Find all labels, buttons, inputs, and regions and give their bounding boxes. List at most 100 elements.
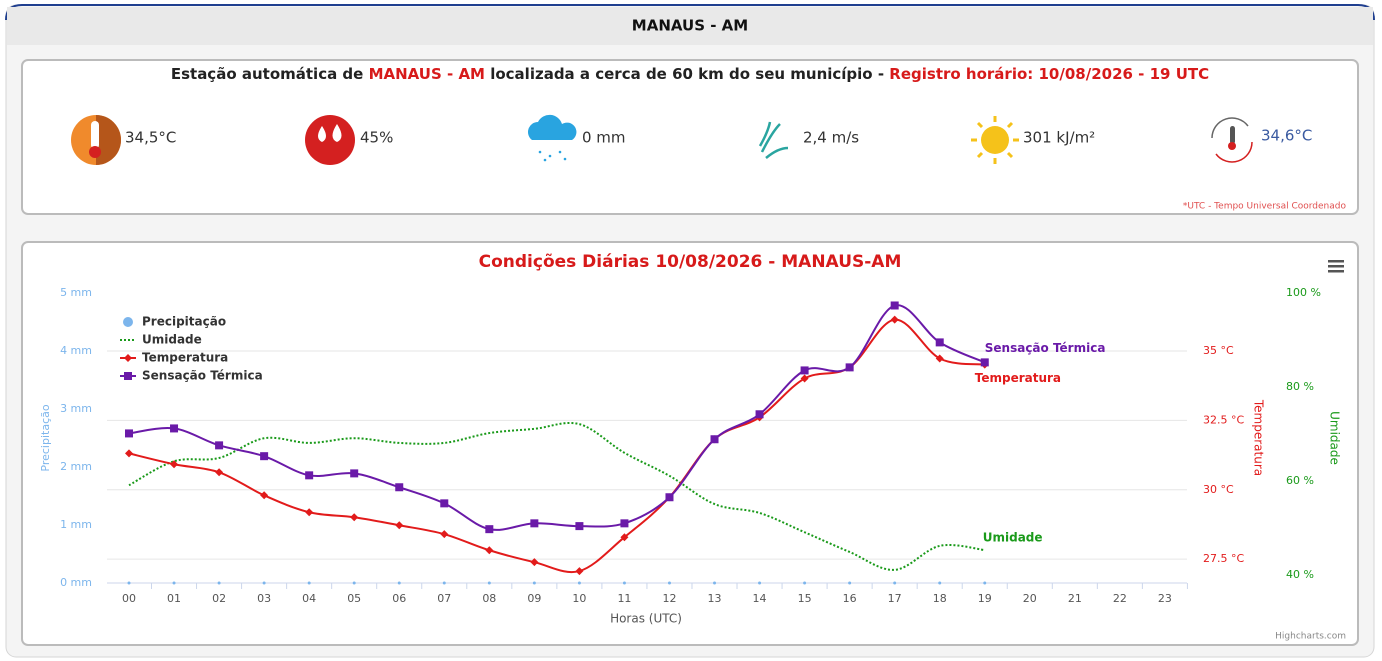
- temp-marker: [395, 521, 404, 530]
- thermal-marker: [350, 469, 359, 478]
- x-tick-label: 23: [1158, 592, 1172, 605]
- thermal-marker: [530, 519, 539, 528]
- legend-label: Temperatura: [142, 351, 228, 365]
- series-line: [128, 421, 985, 571]
- thermal-marker: [125, 429, 133, 438]
- temp-marker: [800, 374, 809, 383]
- reading-thermal: 34,6°C: [1261, 127, 1312, 145]
- y3-tick-label: 60 %: [1286, 474, 1314, 487]
- series-end-label: Sensação Térmica: [985, 341, 1106, 355]
- thermal-marker: [935, 338, 944, 347]
- icons: [71, 114, 1253, 165]
- temp-marker: [260, 491, 269, 500]
- temp-marker: [305, 508, 314, 517]
- precip-point: [848, 581, 852, 585]
- legend-label: Precipitação: [142, 315, 226, 329]
- precip-point: [172, 581, 176, 585]
- thermal-marker: [890, 301, 899, 310]
- legend-marker: [124, 372, 132, 380]
- station-record: Registro horário: 10/08/2026 - 19 UTC: [889, 65, 1209, 83]
- y-tick-label: 0 mm: [60, 576, 92, 589]
- thermal-marker: [980, 358, 989, 367]
- legend-item[interactable]: Umidade: [120, 333, 202, 347]
- precip-point: [667, 581, 671, 585]
- y2-tick-label: 30 °C: [1203, 483, 1234, 496]
- legend-item[interactable]: Sensação Térmica: [120, 369, 263, 383]
- station-name: MANAUS - AM: [369, 65, 485, 83]
- legend-marker: [124, 354, 132, 362]
- header-title: MANAUS - AM: [632, 17, 748, 35]
- thermal-marker: [395, 483, 404, 492]
- x-tick-label: 18: [933, 592, 947, 605]
- precip-point: [217, 581, 221, 585]
- precip-point: [713, 581, 717, 585]
- x-axis-title: Horas (UTC): [610, 612, 682, 626]
- y3-tick-label: 80 %: [1286, 380, 1314, 393]
- y2-axis-title: Temperatura: [1252, 399, 1266, 476]
- thermal-marker: [710, 435, 719, 444]
- thermal-marker: [170, 424, 179, 433]
- reading-temperature: 34,5°C: [125, 129, 176, 147]
- precip-point: [893, 581, 897, 585]
- x-tick-label: 17: [888, 592, 902, 605]
- legend-item[interactable]: Temperatura: [120, 351, 228, 365]
- temp-marker: [620, 533, 629, 542]
- y3-tick-label: 40 %: [1286, 568, 1314, 581]
- x-tick-label: 02: [212, 592, 226, 605]
- temp-marker: [440, 530, 449, 539]
- x-tick-label: 21: [1068, 592, 1082, 605]
- series-end-label: Temperatura: [975, 371, 1061, 385]
- menu-button[interactable]: [1328, 260, 1344, 273]
- thermal-marker: [845, 363, 854, 372]
- station-prefix: Estação automática de: [171, 65, 369, 83]
- precip-point: [803, 581, 807, 585]
- y3-axis-title: Umidade: [1328, 411, 1342, 465]
- thermal-marker: [620, 519, 629, 528]
- legend-label: Sensação Térmica: [142, 369, 263, 383]
- thermal-marker: [215, 441, 224, 450]
- y-axis-title: Precipitação: [39, 404, 52, 471]
- y-tick-label: 1 mm: [60, 518, 92, 531]
- x-tick-label: 14: [753, 592, 767, 605]
- legend-label: Umidade: [142, 333, 202, 347]
- chart-title: Condições Diárias 10/08/2026 - MANAUS-AM: [479, 252, 902, 272]
- station-box: [21, 59, 1359, 215]
- precip-point: [442, 581, 446, 585]
- precip-point: [938, 581, 942, 585]
- precip-point: [758, 581, 762, 585]
- temp-marker: [935, 354, 944, 363]
- reading-humidity: 45%: [360, 129, 393, 147]
- x-tick-label: 00: [122, 592, 136, 605]
- thermal-marker: [755, 410, 764, 419]
- station-middle: localizada a cerca de 60 km do seu munic…: [485, 65, 889, 83]
- precip-point: [127, 581, 131, 585]
- legend-symbol: [123, 317, 133, 327]
- temp-marker: [890, 315, 899, 324]
- y2-tick-label: 27.5 °C: [1203, 552, 1244, 565]
- x-tick-label: 04: [302, 592, 316, 605]
- thermal-marker: [800, 366, 809, 375]
- temp-marker: [530, 558, 539, 567]
- temp-marker: [575, 567, 584, 576]
- precip-point: [397, 581, 401, 585]
- x-tick-label: 07: [437, 592, 451, 605]
- temp-marker: [125, 449, 133, 458]
- thermal-marker: [305, 471, 314, 480]
- header-bar: [7, 7, 1373, 45]
- x-tick-label: 12: [662, 592, 676, 605]
- precip-point: [983, 581, 987, 585]
- x-tick-label: 11: [617, 592, 631, 605]
- x-tick-label: 13: [708, 592, 722, 605]
- precip-point: [532, 581, 536, 585]
- x-tick-label: 10: [572, 592, 586, 605]
- x-tick-label: 09: [527, 592, 541, 605]
- x-tick-label: 01: [167, 592, 181, 605]
- series-end-label: Umidade: [983, 531, 1043, 545]
- reading-radiation: 301 kJ/m²: [1023, 129, 1095, 147]
- x-tick-label: 05: [347, 592, 361, 605]
- x-tick-label: 19: [978, 592, 992, 605]
- legend-item[interactable]: Precipitação: [123, 315, 226, 329]
- y3-tick-label: 100 %: [1286, 286, 1321, 299]
